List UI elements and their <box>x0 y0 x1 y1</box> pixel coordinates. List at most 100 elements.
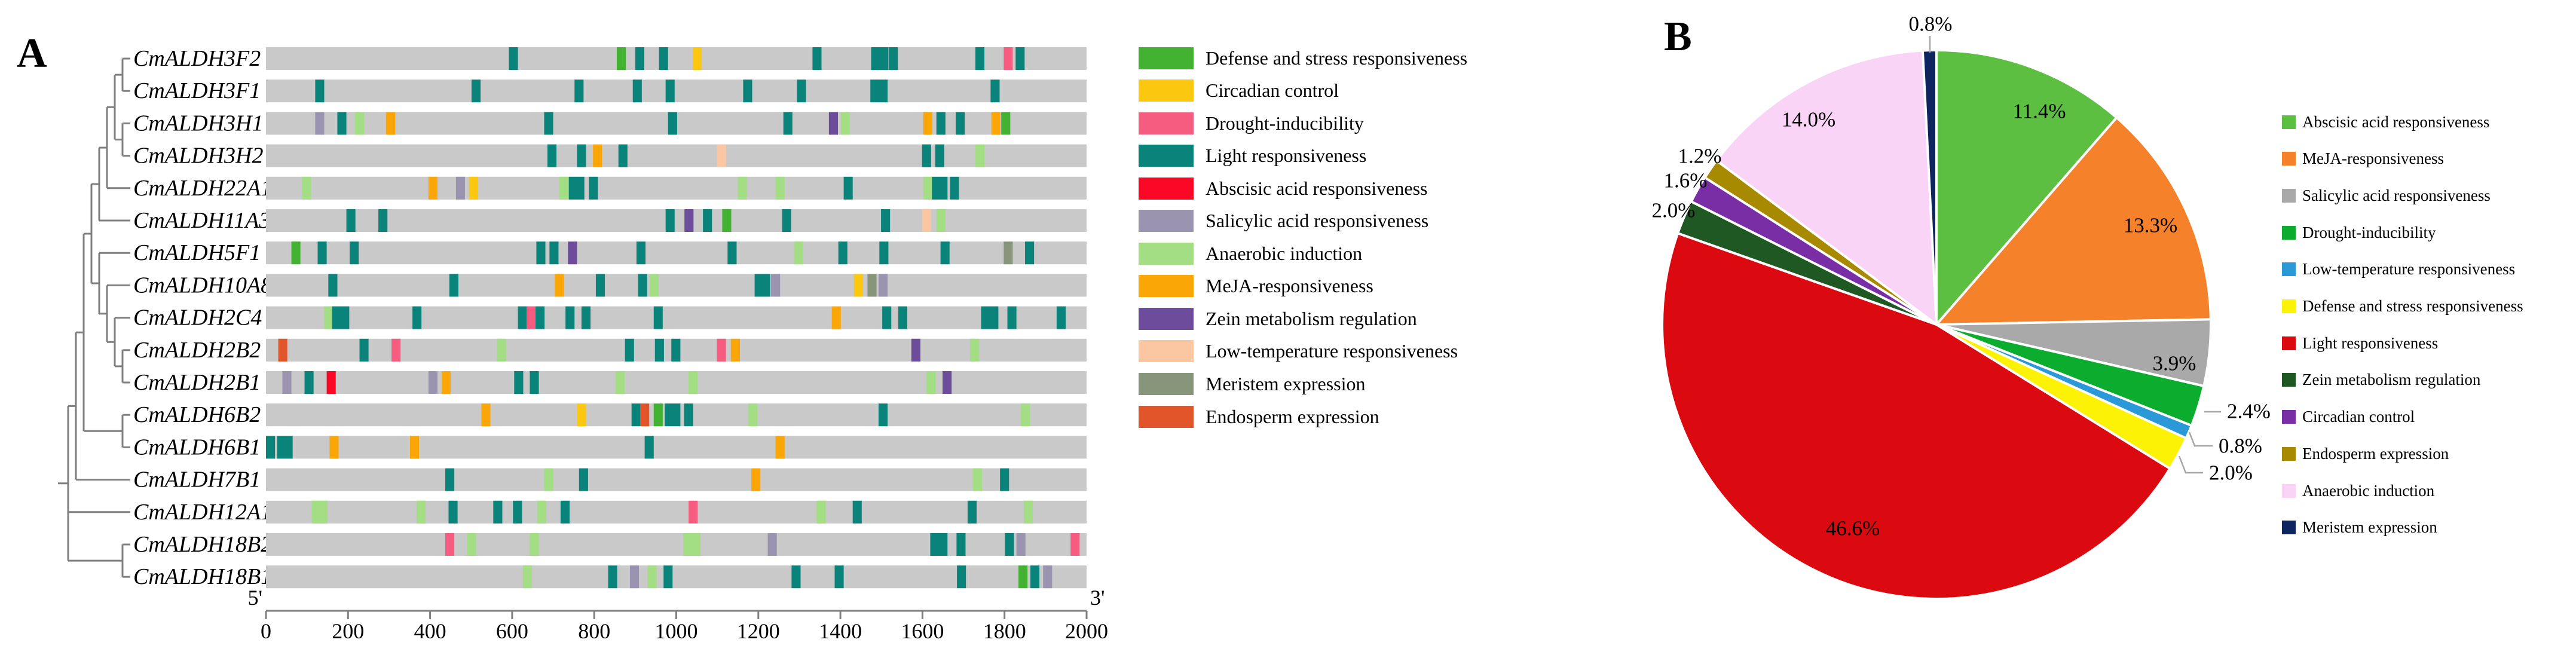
motif-mark-salicylic <box>771 274 781 297</box>
pie-color-swatch <box>2282 336 2296 350</box>
motif-mark-light <box>589 176 598 200</box>
motif-legend-label: Abscisic acid responsiveness <box>1206 177 1428 199</box>
axis-tick-label: 1800 <box>983 619 1026 643</box>
motif-mark-anaerobic <box>926 371 936 394</box>
pie-legend-item: Anaerobic induction <box>2282 481 2435 500</box>
motif-mark-light <box>471 79 481 103</box>
pie-leader-line <box>2188 432 2213 447</box>
pie-percent-label: 3.9% <box>2153 352 2196 375</box>
motif-mark-light <box>581 306 591 329</box>
motif-mark-anaerobic <box>775 176 785 200</box>
motif-mark-drought <box>689 500 698 524</box>
motif-mark-salicylic <box>315 112 325 135</box>
pie-legend-label: Low-temperature responsiveness <box>2302 260 2516 279</box>
lowtemp-color-swatch <box>1139 340 1194 363</box>
motif-mark-meja <box>555 274 564 297</box>
axis-tick-label: 0 <box>261 619 271 643</box>
circadian-color-swatch <box>1139 79 1194 102</box>
endosperm-color-swatch <box>1139 405 1194 428</box>
motif-mark-light <box>378 209 388 232</box>
motif-mark-light <box>449 274 458 297</box>
pie-legend-label: Salicylic acid responsiveness <box>2302 186 2491 204</box>
motif-mark-light <box>881 209 891 232</box>
pie-color-swatch <box>2282 521 2296 535</box>
abscisic-color-swatch <box>1139 177 1194 200</box>
motif-mark-anaerobic <box>923 176 932 200</box>
motif-mark-light <box>659 47 668 70</box>
pie-percent-label: 46.6% <box>1826 517 1880 540</box>
motif-mark-anaerobic <box>1023 500 1033 524</box>
pie-slice <box>1715 49 1938 326</box>
gene-label: CmALDH5F1 <box>133 240 261 265</box>
motif-legend-label: MeJA-responsiveness <box>1206 275 1373 297</box>
motif-legend-item: Zein metabolism regulation <box>1139 307 1417 330</box>
promoter-bar <box>266 533 1087 556</box>
pie-slice <box>1935 116 2212 326</box>
motif-mark-light <box>1025 241 1035 265</box>
motif-mark-light <box>1000 468 1009 491</box>
motif-mark-light <box>359 338 369 362</box>
pie-color-swatch <box>2282 262 2296 277</box>
axis-tick-label: 1000 <box>655 619 698 643</box>
promoter-bar <box>266 436 1087 459</box>
motif-mark-light <box>932 176 948 200</box>
motif-mark-anaerobic <box>1021 403 1030 427</box>
motif-mark-light <box>797 79 806 103</box>
pie-legend-item: Endosperm expression <box>2282 445 2449 463</box>
promoter-bar <box>266 371 1087 394</box>
motif-mark-salicylic <box>1016 533 1026 556</box>
motif-mark-anaerobic <box>689 371 698 394</box>
motif-mark-light <box>665 403 681 427</box>
motif-mark-anaerobic <box>936 209 946 232</box>
motif-mark-light <box>871 47 889 70</box>
motif-mark-defense <box>616 47 626 70</box>
motif-legend-label: Zein metabolism regulation <box>1206 307 1417 329</box>
motif-mark-lowtemp <box>922 209 931 232</box>
pie-percent-label: 2.4% <box>2227 400 2271 423</box>
motif-legend-item: Low-temperature responsiveness <box>1139 340 1458 363</box>
motif-mark-anaerobic <box>647 565 657 589</box>
pie-legend-item: Low-temperature responsiveness <box>2282 260 2516 279</box>
motif-mark-light <box>668 112 677 135</box>
pie-legend-item: Drought-inducibility <box>2282 224 2436 241</box>
pie-percent-label: 11.4% <box>2012 100 2066 123</box>
motif-mark-light <box>328 274 338 297</box>
axis-tick-label: 200 <box>332 619 364 643</box>
motif-mark-light <box>1007 306 1017 329</box>
zein-color-swatch <box>1139 307 1194 330</box>
pie-color-swatch <box>2282 188 2296 203</box>
pie-color-swatch <box>2282 299 2296 313</box>
pie-color-swatch <box>2282 115 2296 129</box>
motif-mark-light <box>1056 306 1066 329</box>
motif-mark-anaerobic <box>537 500 546 524</box>
motif-mark-light <box>754 274 770 297</box>
motif-mark-meja <box>481 403 491 427</box>
motif-mark-light <box>577 144 586 167</box>
motif-legend-item: Abscisic acid responsiveness <box>1139 177 1427 200</box>
light-color-swatch <box>1139 145 1194 167</box>
motif-legend-item: Endosperm expression <box>1139 405 1379 428</box>
motif-mark-light <box>834 565 844 589</box>
motif-mark-drought <box>1070 533 1080 556</box>
motif-mark-anaerobic <box>840 112 850 135</box>
salicylic-color-swatch <box>1139 210 1194 232</box>
motif-mark-anaerobic <box>683 533 701 556</box>
motif-mark-anaerobic <box>354 112 365 135</box>
motif-mark-light <box>513 500 522 524</box>
motif-mark-light <box>337 112 347 135</box>
promoter-bar <box>266 274 1087 297</box>
promoter-bar <box>266 47 1087 70</box>
motif-mark-salicylic <box>282 371 292 394</box>
pie-legend-label: Circadian control <box>2302 408 2415 426</box>
motif-mark-light <box>852 500 862 524</box>
gene-label: CmALDH3H1 <box>133 111 263 136</box>
motif-mark-light <box>625 338 634 362</box>
pie-legend-label: Light responsiveness <box>2302 333 2439 352</box>
pie-legend-label: Meristem expression <box>2302 518 2437 537</box>
promoter-bar <box>266 144 1087 167</box>
pie-legend-label: Anaerobic induction <box>2302 481 2435 500</box>
axis-5prime-label: 5' <box>248 586 263 610</box>
motif-mark-light <box>350 241 359 265</box>
motif-mark-light <box>663 565 673 589</box>
motif-mark-salicylic <box>767 533 777 556</box>
